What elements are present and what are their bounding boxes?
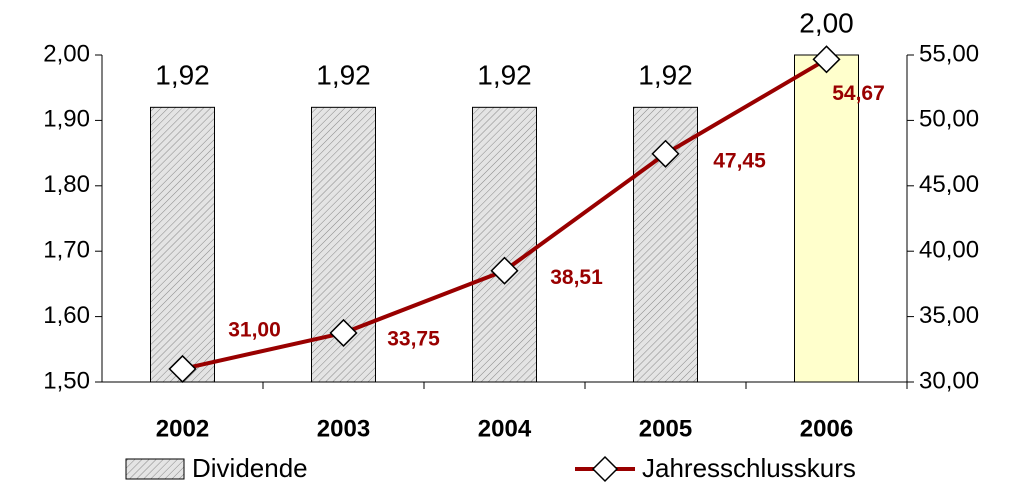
- legend-swatch: [125, 458, 185, 480]
- line-marker: [329, 318, 358, 348]
- line-value-label: 38,51: [550, 266, 603, 289]
- line-marker: [812, 45, 841, 74]
- y2-tick-label: 50,00: [919, 106, 979, 133]
- line-value-label: 33,75: [387, 327, 440, 350]
- line-value-label: 54,67: [832, 82, 885, 105]
- x-tick-label: 2002: [156, 415, 209, 442]
- bar-value-label: 1,92: [638, 60, 693, 91]
- bar-value-label: 2,00: [799, 7, 854, 38]
- line-marker: [168, 354, 197, 383]
- bar-value-label: 1,92: [316, 60, 371, 91]
- x-tick-label: 2005: [639, 415, 692, 442]
- y-tick-label: 2,00: [43, 40, 90, 67]
- line-marker: [490, 256, 519, 285]
- line-value-label: 31,00: [228, 318, 281, 341]
- y-tick-label: 1,50: [43, 367, 90, 394]
- y-tick-label: 1,90: [43, 106, 90, 133]
- bar: [794, 54, 859, 383]
- x-tick-label: 2006: [800, 415, 853, 442]
- bar-value-label: 1,92: [477, 60, 532, 91]
- y-tick-label: 1,80: [43, 171, 90, 198]
- bar-value-label: 1,92: [155, 60, 210, 91]
- x-tick-label: 2003: [317, 415, 370, 442]
- y-tick-label: 1,70: [43, 237, 90, 264]
- line-value-label: 47,45: [713, 149, 766, 172]
- legend-marker: [591, 455, 619, 483]
- y2-tick-label: 45,00: [919, 171, 979, 198]
- bar: [150, 106, 215, 383]
- line-marker: [651, 139, 680, 168]
- legend-label: Jahresschlusskurs: [642, 453, 856, 483]
- bar: [472, 106, 537, 383]
- y2-tick-label: 30,00: [919, 367, 979, 394]
- y2-tick-label: 40,00: [919, 237, 979, 264]
- y-tick-label: 1,60: [43, 302, 90, 329]
- x-tick-label: 2004: [478, 415, 532, 442]
- y2-tick-label: 55,00: [919, 40, 979, 67]
- y2-tick-label: 35,00: [919, 302, 979, 329]
- legend-label: Dividende: [192, 453, 308, 483]
